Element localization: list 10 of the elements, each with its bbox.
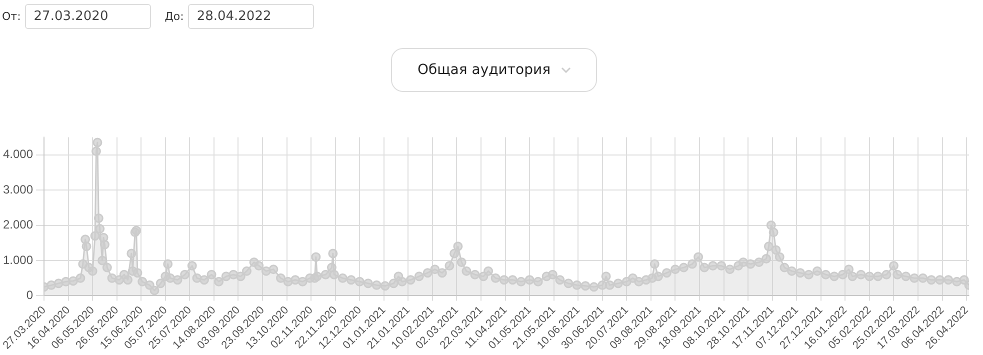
- text: До:: [164, 10, 184, 23]
- y-tick-label: 0: [26, 288, 34, 302]
- y-tick-label: 2.000: [3, 218, 34, 232]
- chart-title: Общая аудитория: [417, 62, 551, 78]
- y-tick-label: 1.000: [3, 252, 34, 267]
- text: 28.04.2022: [188, 4, 314, 29]
- y-tick-label: 3.000: [3, 182, 34, 196]
- text: 27.03.2020: [24, 4, 151, 29]
- text: От:: [2, 10, 21, 23]
- y-tick-label: 4.000: [3, 147, 34, 162]
